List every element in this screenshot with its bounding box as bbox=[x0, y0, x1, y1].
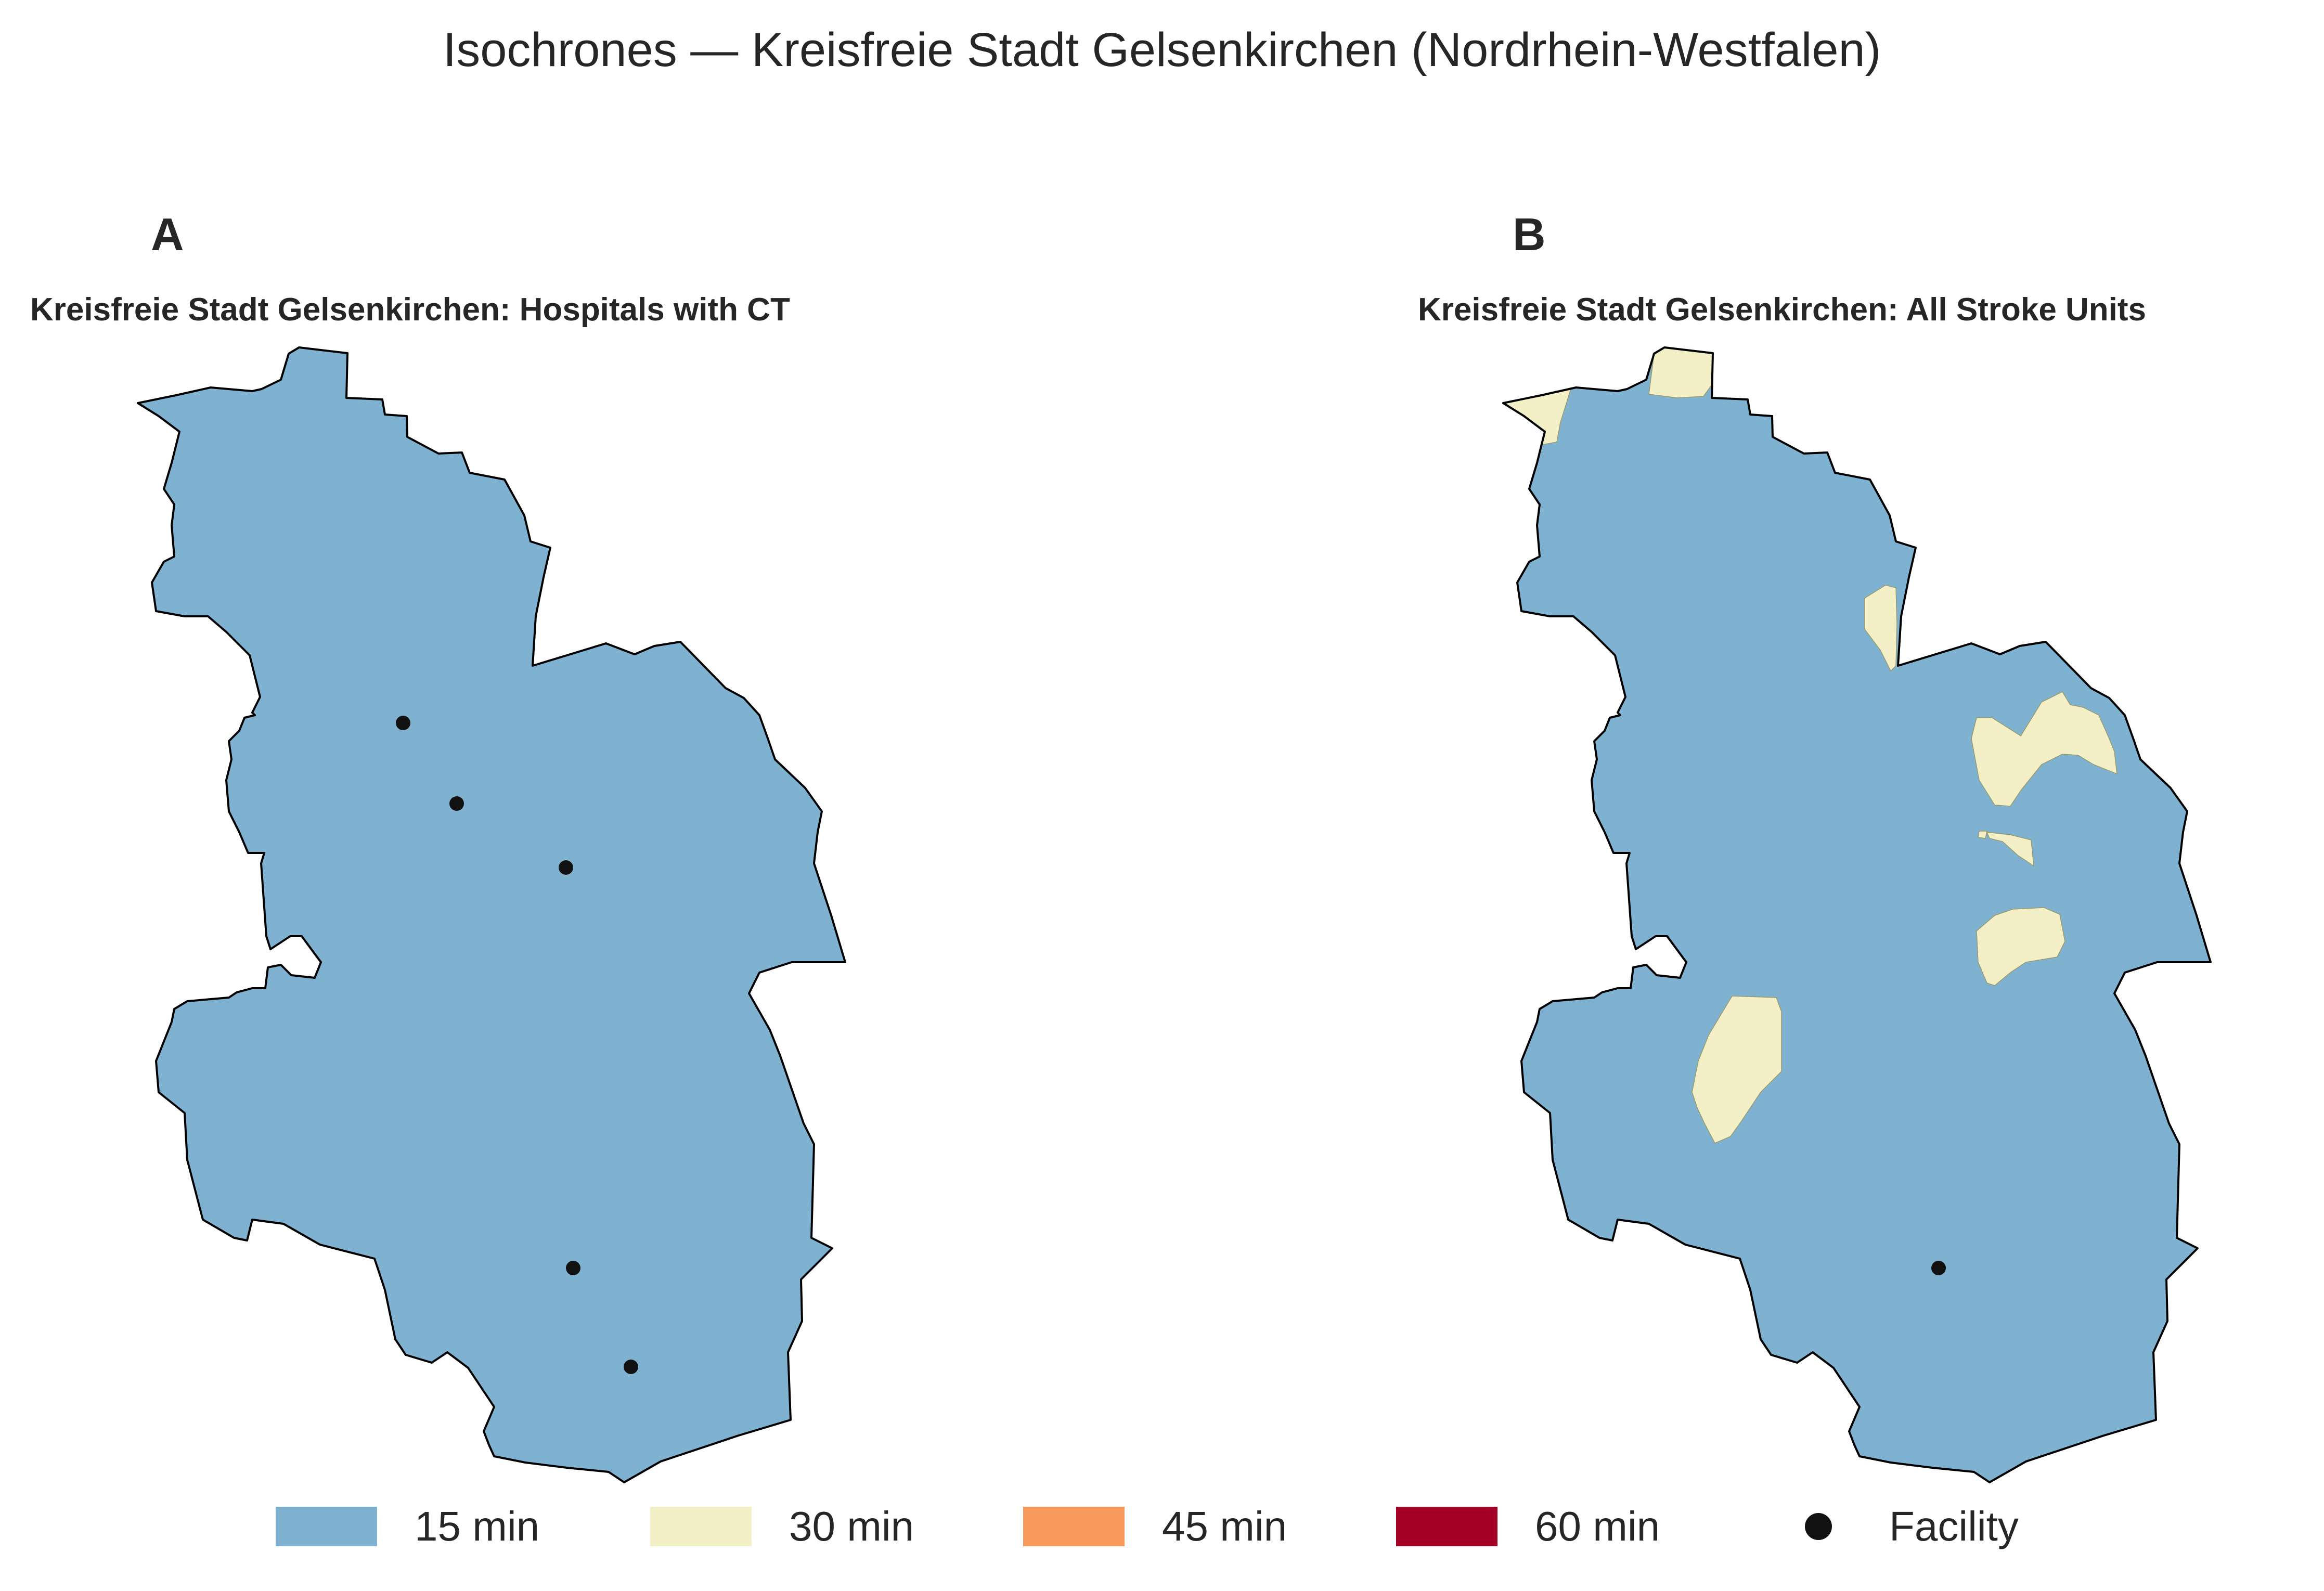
legend-label-60min: 60 min bbox=[1535, 1503, 1660, 1549]
panel-b-15min-zone bbox=[1503, 347, 2211, 1482]
panel-a-facility-4 bbox=[566, 1261, 580, 1275]
panel-a-map bbox=[137, 346, 846, 1483]
panel-b-30min-zone-north bbox=[1648, 347, 1713, 398]
panel-b-30min-zone-center-fleck bbox=[1978, 831, 1987, 839]
panel-b-30min-zone-east bbox=[1971, 691, 2118, 807]
panel-a-facility-5 bbox=[624, 1360, 638, 1374]
legend-item-45min: 45 min bbox=[1023, 1498, 1287, 1555]
figure-title: Isochrones — Kreisfreie Stadt Gelsenkirc… bbox=[443, 23, 1881, 76]
panel-a-letter: A bbox=[151, 209, 184, 260]
legend-label-15min: 15 min bbox=[415, 1503, 540, 1549]
panel-b-title: Kreisfreie Stadt Gelsenkirchen: All Stro… bbox=[1418, 292, 2147, 328]
legend-facility-marker bbox=[1805, 1513, 1832, 1540]
legend-swatch-60min bbox=[1396, 1507, 1497, 1546]
legend: 15 min 30 min 45 min 60 min Facility bbox=[0, 1498, 2324, 1555]
panel-b-30min-zone-center-sliver bbox=[1986, 832, 2034, 867]
legend-swatch-30min bbox=[650, 1507, 752, 1546]
panel-b-letter: B bbox=[1513, 209, 1546, 260]
panel-b-30min-zones bbox=[1503, 347, 2118, 1144]
panel-a-facility-3 bbox=[559, 860, 573, 875]
panel-b-30min-zone-southeast bbox=[1976, 907, 2065, 986]
legend-item-30min: 30 min bbox=[650, 1498, 914, 1555]
legend-label-facility: Facility bbox=[1889, 1503, 2019, 1549]
legend-label-30min: 30 min bbox=[789, 1503, 914, 1549]
panel-b-30min-zone-southwest bbox=[1692, 995, 1782, 1144]
legend-item-15min: 15 min bbox=[276, 1498, 539, 1555]
legend-swatch-15min bbox=[276, 1507, 377, 1546]
panel-b-map bbox=[1502, 346, 2212, 1483]
legend-item-60min: 60 min bbox=[1396, 1498, 1660, 1555]
panel-a-title: Kreisfreie Stadt Gelsenkirchen: Hospital… bbox=[30, 292, 790, 328]
legend-item-facility: Facility bbox=[1768, 1498, 2019, 1555]
panel-a-facility-1 bbox=[396, 716, 410, 730]
legend-swatch-45min bbox=[1023, 1507, 1125, 1546]
legend-label-45min: 45 min bbox=[1162, 1503, 1287, 1549]
panel-b-facility-1 bbox=[1931, 1261, 1946, 1275]
panel-b-30min-zone-northeast-notch bbox=[1864, 585, 1897, 672]
panel-a-facility-2 bbox=[449, 796, 464, 811]
panel-a-15min-zone bbox=[137, 346, 846, 1483]
